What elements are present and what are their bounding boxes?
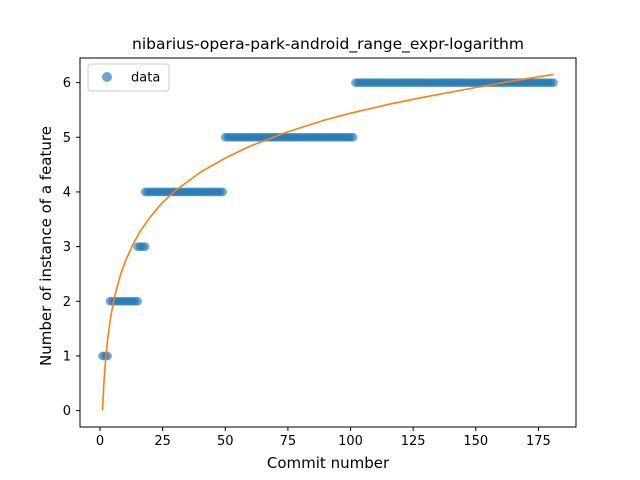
x-tick-label: 100 [338,434,363,449]
x-tick-label: 0 [96,434,104,449]
legend: data [87,63,170,92]
data-point [549,78,558,87]
data-point [140,242,150,252]
x-tick-label: 175 [526,434,551,449]
y-tick-label: 3 [63,240,71,255]
x-axis-label: Commit number [267,454,390,472]
legend-frame [87,63,170,92]
axes: 0 25 50 75 100 125 150 175 0 1 2 3 4 5 6 [63,57,577,449]
data-point [348,132,358,142]
legend-label-data: data [131,71,160,86]
y-tick-label: 1 [63,349,71,364]
y-tick-label: 6 [63,76,71,91]
axes-frame [79,57,577,428]
chart-title: nibarius-opera-park-android_range_expr-l… [132,35,524,54]
plot-area [98,73,558,411]
x-tick-label: 75 [280,434,297,449]
fit-line [101,73,554,411]
y-axis-label: Number of instance of a feature [37,126,55,366]
x-tick-label: 125 [401,434,426,449]
y-tick-label: 5 [63,131,71,146]
data-point [218,187,228,197]
legend-marker-data [102,72,112,82]
data-point [133,296,143,306]
x-tick-label: 25 [154,434,171,449]
y-tick-label: 2 [63,295,71,310]
x-tick-label: 150 [463,434,488,449]
y-tick-label: 4 [63,185,71,200]
x-tick-label: 50 [217,434,234,449]
data-point [103,351,112,361]
y-tick-label: 0 [63,404,71,419]
